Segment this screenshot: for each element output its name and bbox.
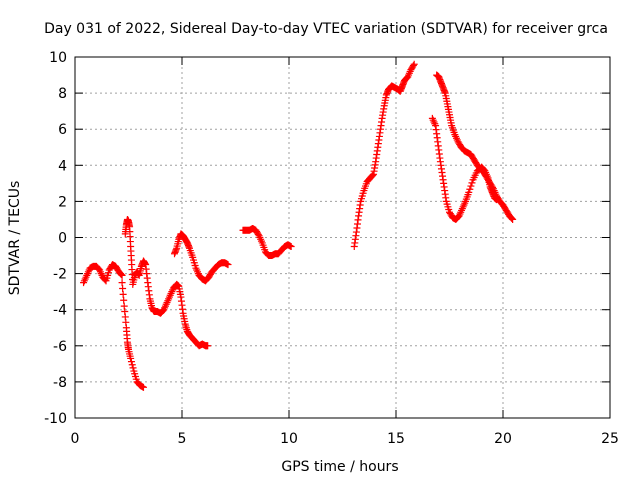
data-point: [467, 182, 475, 190]
data-point: [224, 261, 232, 269]
data-point: [119, 290, 127, 298]
data-point: [119, 284, 127, 292]
data-point: [118, 271, 126, 279]
y-tick-label: -6: [53, 339, 67, 355]
y-tick-label: 0: [58, 231, 67, 247]
axis-ticks: -10 -8 -6 -4 -2 0 2 4 6 8 10 0 5 10 15 20 25: [44, 50, 619, 447]
y-tick-label: 6: [58, 122, 67, 138]
data-point: [489, 183, 497, 191]
y-tick-label: -4: [53, 303, 67, 319]
data-point: [410, 60, 418, 68]
y-tick-label: 4: [58, 158, 67, 174]
data-point: [129, 364, 137, 372]
x-tick-label: 20: [494, 431, 512, 447]
x-tick-label: 25: [601, 431, 619, 447]
y-tick-label: -8: [53, 375, 67, 391]
data-point: [127, 354, 135, 362]
data-marks: [80, 60, 517, 391]
x-tick-label: 10: [280, 431, 298, 447]
chart-title: Day 031 of 2022, Sidereal Day-to-day VTE…: [44, 21, 608, 37]
data-point: [128, 361, 136, 369]
x-axis-label: GPS time / hours: [281, 459, 398, 475]
data-point: [118, 279, 126, 287]
data-point: [430, 118, 438, 126]
data-point: [509, 215, 517, 223]
y-tick-label: 2: [58, 194, 67, 210]
y-tick-label: 10: [49, 50, 67, 66]
data-point: [204, 342, 212, 350]
data-point: [466, 185, 474, 193]
data-point: [465, 188, 473, 196]
data-point: [127, 358, 135, 366]
data-point: [409, 62, 417, 70]
y-tick-label: 8: [58, 86, 67, 102]
data-point: [120, 296, 128, 304]
data-point: [369, 171, 377, 179]
plot-frame: [74, 56, 611, 419]
data-point: [468, 179, 476, 187]
x-tick-label: 5: [178, 431, 187, 447]
x-tick-label: 15: [387, 431, 405, 447]
y-tick-label: -10: [44, 411, 67, 427]
data-point: [139, 383, 147, 391]
y-tick-label: -2: [53, 267, 67, 283]
grid: [75, 57, 610, 418]
x-tick-label: 0: [71, 431, 80, 447]
data-point: [508, 215, 516, 223]
data-point: [287, 243, 295, 251]
data-point: [117, 271, 125, 279]
data-point: [254, 230, 262, 238]
y-axis-label: SDTVAR / TECUs: [7, 181, 23, 296]
